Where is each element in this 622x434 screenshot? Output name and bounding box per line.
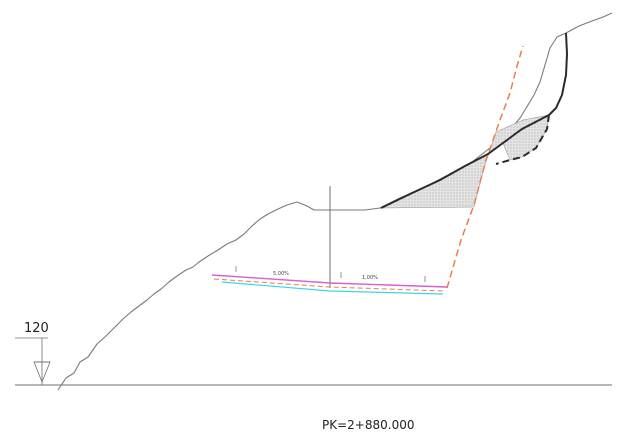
slope-label-left: 5,00% <box>273 271 289 277</box>
platform-ticks <box>235 266 426 282</box>
station-label: PK=2+880.000 <box>322 418 414 432</box>
cut-slope-line <box>446 45 524 289</box>
road-platform-top <box>211 274 448 288</box>
slope-label-right: 1,00% <box>362 275 378 281</box>
rock-line-dashed <box>495 114 550 165</box>
terrain-profile <box>57 12 613 391</box>
rock-face <box>548 32 569 116</box>
road-platform-edge <box>213 278 445 292</box>
rock-line <box>380 114 550 209</box>
elevation-label: 120 <box>24 321 49 336</box>
elevation-marker: 120 <box>15 321 51 385</box>
road-platform-base <box>221 281 444 295</box>
